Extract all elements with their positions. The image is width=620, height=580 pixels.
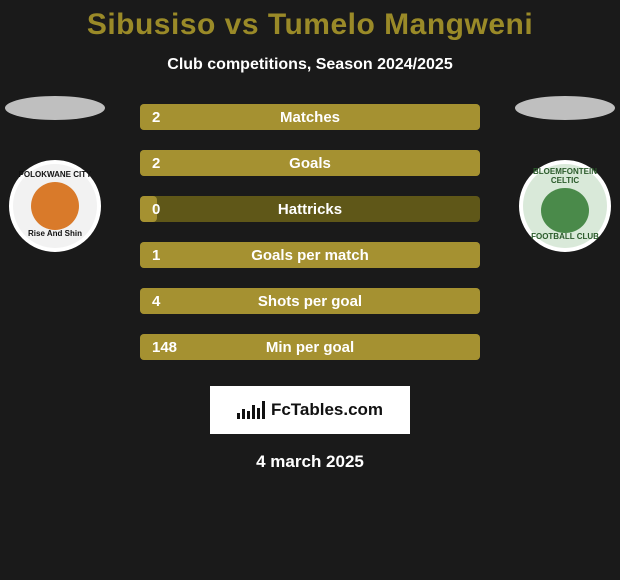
comparison-panel: POLOKWANE CITY Rise And Shin BLOEMFONTEI… (0, 104, 620, 472)
club-badge-right: BLOEMFONTEIN CELTIC FOOTBALL CLUB (519, 160, 611, 252)
club-badge-left: POLOKWANE CITY Rise And Shin (9, 160, 101, 252)
stat-label: Matches (280, 109, 340, 126)
stat-bars: 2Matches 2Goals 0 Hattricks 1Goals per match… (140, 104, 480, 360)
stat-label: Hattricks (278, 201, 342, 218)
stat-row: 2Goals (140, 150, 480, 176)
stat-row: 4Shots per goal (140, 288, 480, 314)
page-title: Sibusiso vs Tumelo Mangweni (0, 0, 620, 42)
stat-row: 148Min per goal (140, 334, 480, 360)
stat-label: Goals (289, 155, 331, 172)
stat-row: 2Matches (140, 104, 480, 130)
club-right-motto: FOOTBALL CLUB (531, 233, 599, 242)
stat-label: Shots per goal (258, 293, 362, 310)
stat-row: 0 Hattricks (140, 196, 480, 222)
stat-label: Min per goal (266, 339, 354, 356)
club-right-crest-icon (541, 188, 589, 234)
stat-label: Goals per match (251, 247, 369, 264)
brand-text: FcTables.com (271, 400, 383, 420)
player-left-column: POLOKWANE CITY Rise And Shin (0, 96, 110, 252)
player-left-photo-placeholder (5, 96, 105, 120)
brand-chart-icon (237, 401, 265, 419)
stat-row: 1Goals per match (140, 242, 480, 268)
club-left-crest-icon (31, 182, 79, 230)
club-left-motto: Rise And Shin (28, 230, 82, 239)
subtitle: Club competitions, Season 2024/2025 (0, 56, 620, 74)
player-right-column: BLOEMFONTEIN CELTIC FOOTBALL CLUB (510, 96, 620, 252)
club-left-name: POLOKWANE CITY (19, 171, 92, 180)
stat-value: 0 (140, 196, 157, 222)
player-right-photo-placeholder (515, 96, 615, 120)
brand-box: FcTables.com (210, 386, 410, 434)
club-right-name: BLOEMFONTEIN CELTIC (527, 168, 603, 186)
date-label: 4 march 2025 (0, 452, 620, 472)
